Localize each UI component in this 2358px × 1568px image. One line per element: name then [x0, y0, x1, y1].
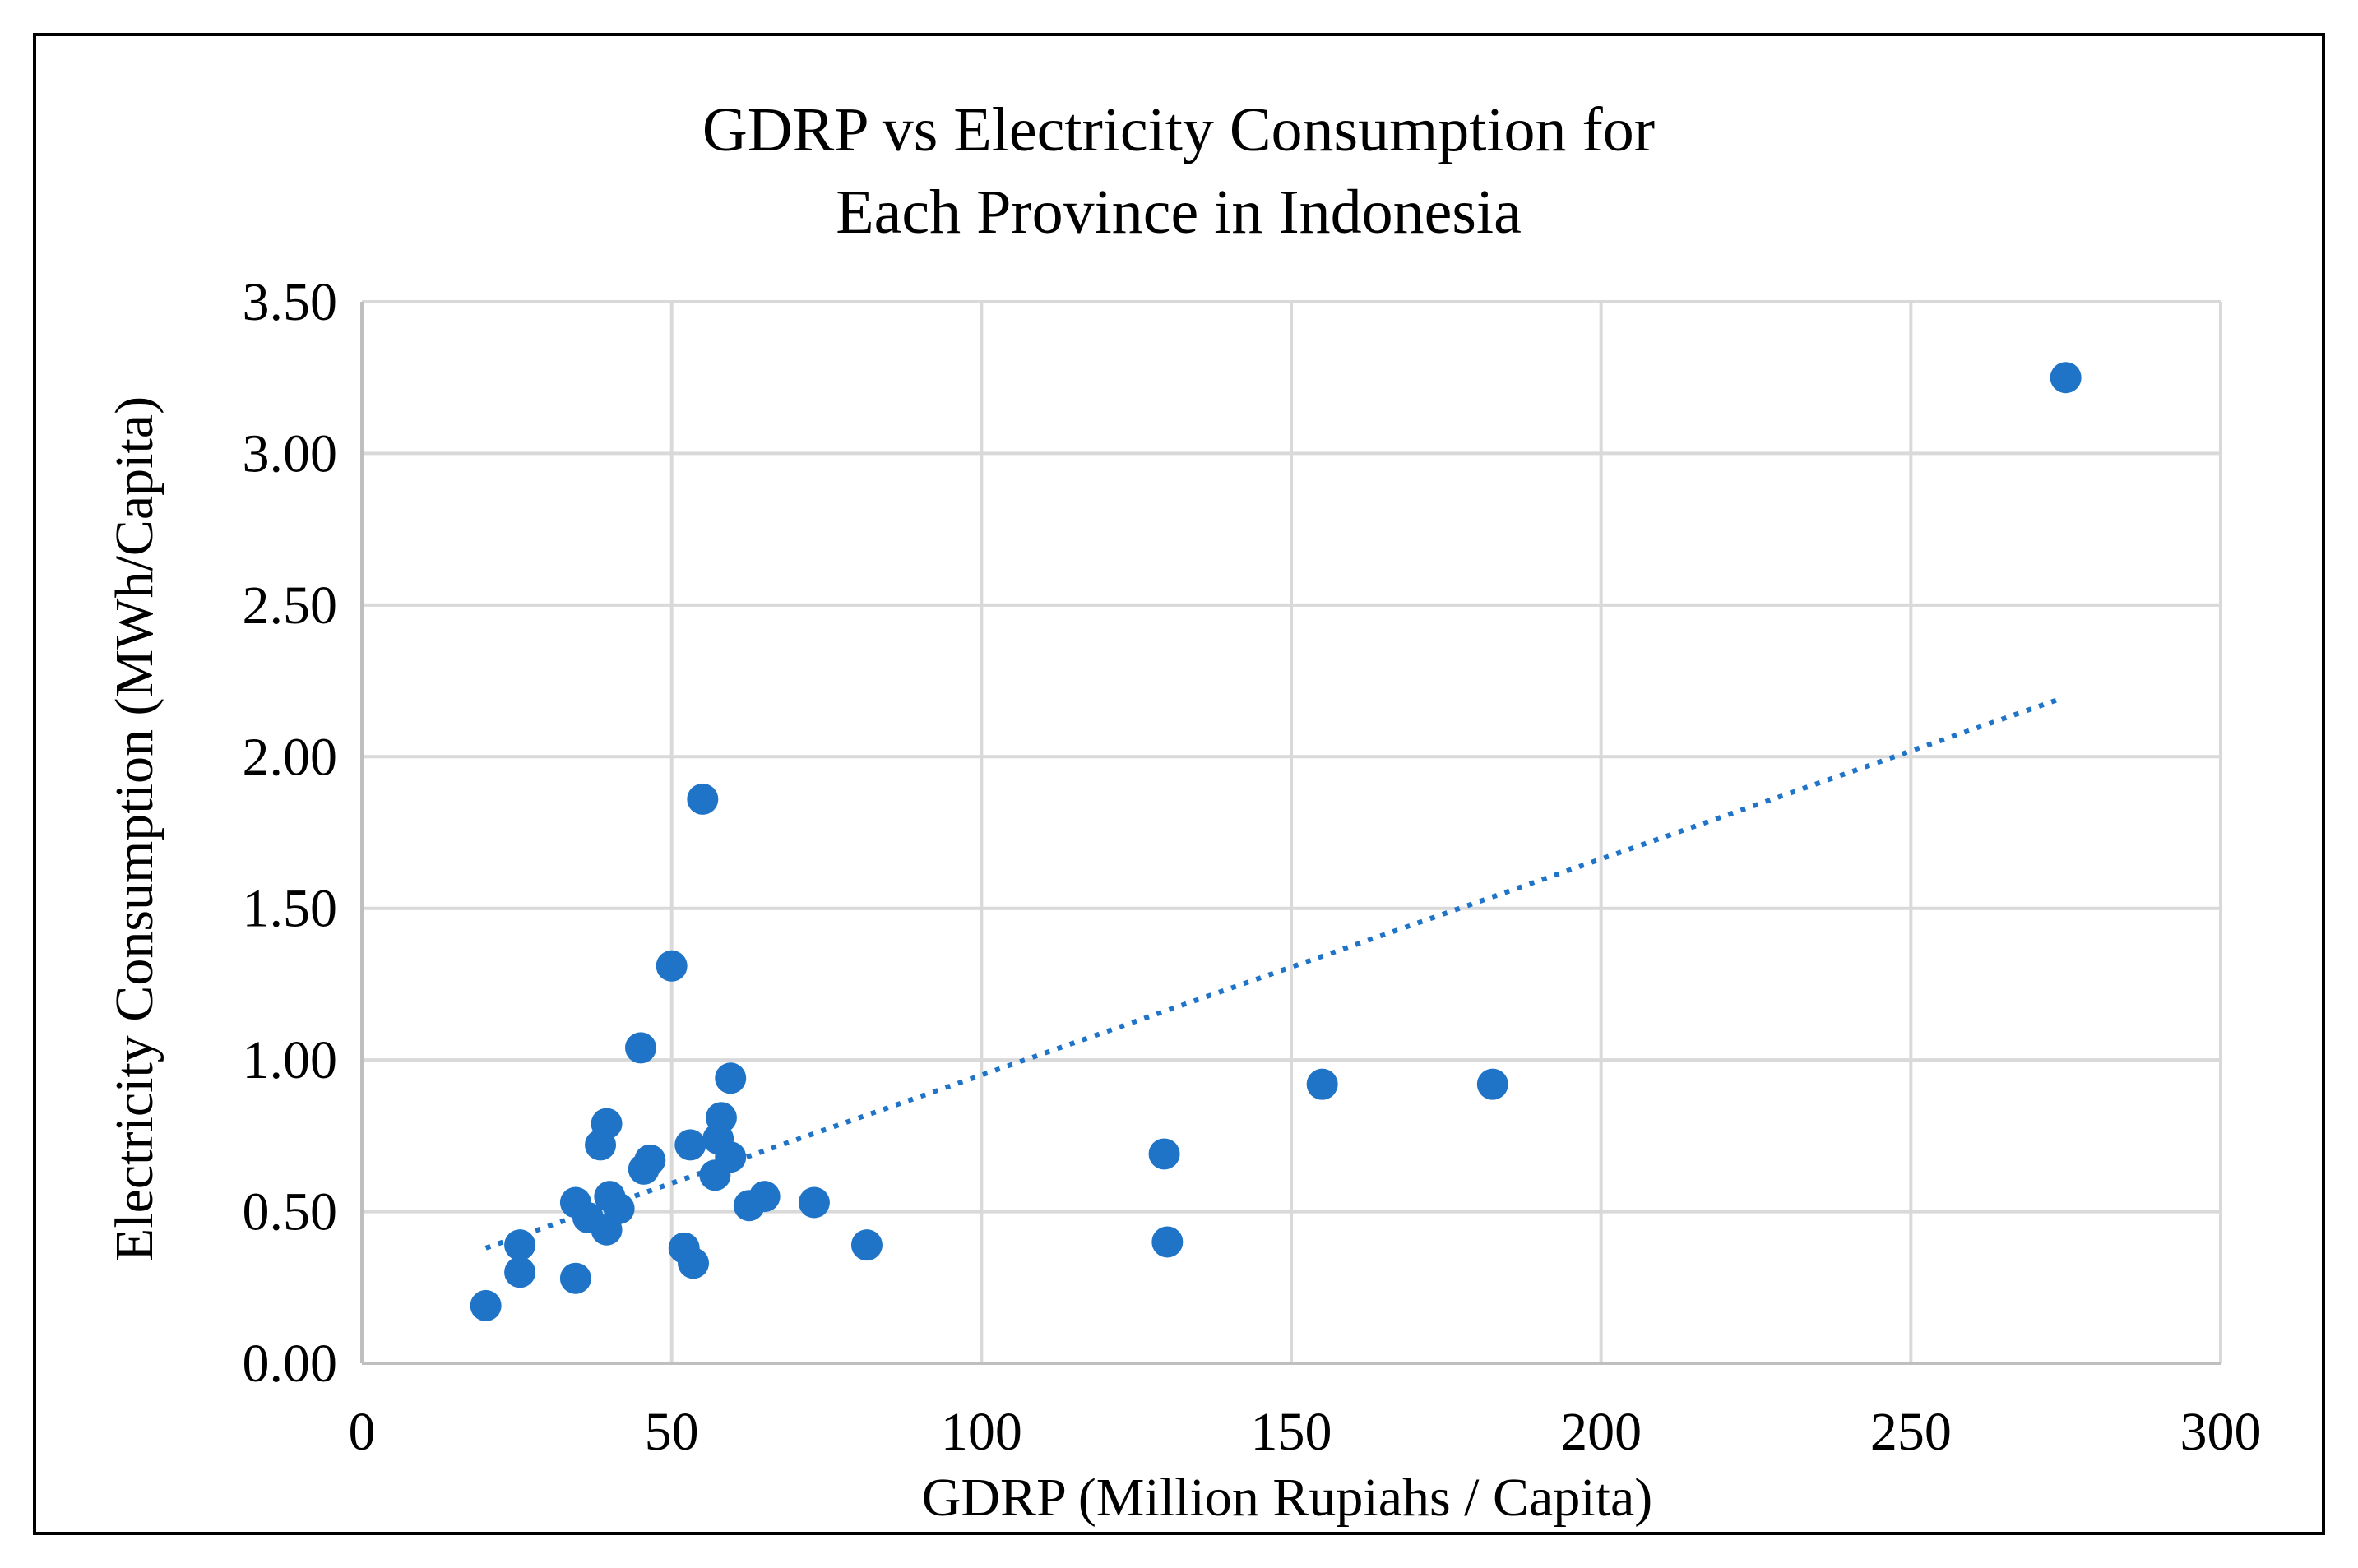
chart-title-line-2: Each Province in Indonesia: [836, 178, 1522, 247]
y-axis-label: Electricity Consumption (MWh/Capita): [104, 396, 164, 1261]
linear-trendline: [484, 696, 2061, 1251]
data-points: [470, 362, 2082, 1321]
x-tick-label: 0: [349, 1402, 376, 1462]
gridlines: [362, 300, 2222, 1363]
data-point: [470, 1289, 502, 1321]
x-tick-labels: 0 50 100 150 200 250 300: [349, 1402, 2262, 1462]
y-tick-labels: 0.00 0.50 1.00 1.50 2.00 2.50 3.00 3.50: [243, 272, 338, 1394]
data-point: [504, 1229, 536, 1261]
data-point: [1151, 1226, 1184, 1258]
y-tick-label: 0.00: [243, 1334, 338, 1394]
data-point: [1306, 1068, 1338, 1100]
y-tick-label: 2.00: [243, 727, 338, 787]
data-point: [715, 1141, 747, 1173]
data-point: [603, 1192, 635, 1224]
axes: [360, 302, 2221, 1365]
data-point: [656, 950, 688, 982]
y-tick-label: 0.50: [243, 1182, 338, 1242]
chart-title-line-1: GDRP vs Electricity Consumption for: [702, 95, 1655, 164]
x-axis-label: GDRP (Million Rupiahs / Capita): [922, 1468, 1653, 1528]
data-point: [559, 1262, 591, 1294]
data-point: [1476, 1068, 1508, 1100]
y-tick-label: 1.50: [243, 879, 338, 939]
data-point: [678, 1247, 710, 1279]
y-tick-label: 2.50: [243, 576, 338, 636]
x-tick-label: 150: [1251, 1402, 1332, 1462]
y-tick-label: 3.50: [243, 272, 338, 332]
chart-frame: [33, 33, 2325, 1535]
trendline-layer: [484, 696, 2061, 1251]
data-point: [850, 1229, 883, 1261]
data-point: [2050, 362, 2082, 394]
x-tick-label: 100: [941, 1402, 1022, 1462]
x-tick-label: 300: [2180, 1402, 2262, 1462]
y-tick-label: 1.00: [243, 1030, 338, 1090]
data-point: [625, 1032, 656, 1064]
x-tick-label: 250: [1870, 1402, 1952, 1462]
data-point: [504, 1256, 536, 1288]
x-tick-label: 200: [1560, 1402, 1642, 1462]
data-point: [634, 1144, 666, 1176]
x-tick-label: 50: [645, 1402, 699, 1462]
data-point: [748, 1181, 781, 1213]
data-point: [1148, 1138, 1180, 1170]
data-point: [687, 783, 719, 815]
data-point: [674, 1129, 706, 1161]
y-tick-label: 3.00: [243, 423, 338, 483]
data-point: [705, 1102, 737, 1134]
data-point: [591, 1108, 623, 1140]
data-point: [715, 1062, 747, 1094]
data-point: [798, 1186, 830, 1219]
